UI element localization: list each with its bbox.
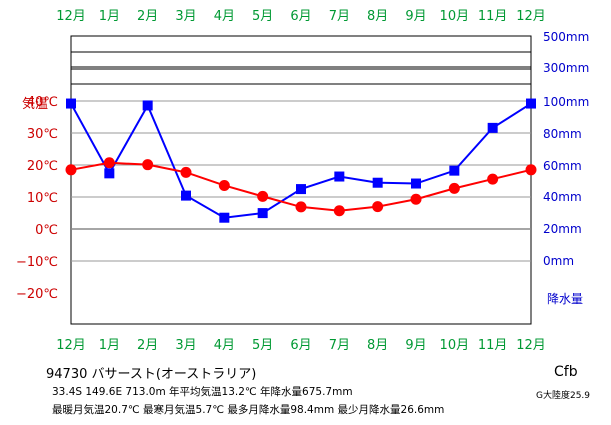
month-tick-label: 9月 (405, 9, 426, 24)
temperature-tick-label: 40℃ (27, 95, 58, 110)
temperature-point (372, 201, 384, 213)
precipitation-tick-label: 80mm (543, 127, 582, 141)
temperature-point (295, 201, 307, 213)
station-info-line2: 最暖月気温20.7℃ 最寒月気温5.7℃ 最多月降水量98.4mm 最少月降水量… (52, 404, 445, 416)
station-info-line1: 33.4S 149.6E 713.0m 年平均気温13.2℃ 年降水量675.7… (52, 386, 353, 398)
plot-frame (70, 35, 532, 325)
temperature-point (180, 166, 192, 178)
precipitation-point (219, 212, 230, 223)
temperature-axis-ticks: 40℃ 30℃ 20℃ 10℃ 0℃ −10℃ −20℃ (16, 95, 58, 302)
temperature-point (525, 164, 537, 176)
month-tick-label: 9月 (405, 338, 426, 353)
month-tick-label: 2月 (137, 338, 158, 353)
month-tick-label: 3月 (175, 338, 196, 353)
month-tick-label: 12月 (516, 9, 546, 24)
month-tick-label: 8月 (367, 9, 388, 24)
temperature-point (410, 193, 422, 205)
continentality-label: G大陸度25.9 (536, 391, 591, 401)
precipitation-point (487, 122, 498, 133)
station-title: 94730 バサースト(オーストラリア) (46, 367, 257, 382)
precipitation-line (70, 102, 532, 219)
month-tick-label: 1月 (99, 9, 120, 24)
temperature-point (257, 190, 269, 202)
month-tick-label: 3月 (175, 9, 196, 24)
temperature-point (103, 157, 115, 169)
precipitation-point (411, 178, 421, 189)
temperature-point (448, 182, 460, 194)
chart-grid (70, 35, 532, 325)
temperature-point (65, 164, 77, 176)
temperature-tick-label: −10℃ (16, 255, 58, 270)
temperature-tick-label: 0℃ (35, 223, 58, 238)
month-tick-label: 12月 (56, 9, 86, 24)
precipitation-point (449, 165, 460, 176)
bottom-month-ticks: 12月 1月 2月 3月 4月 5月 6月 7月 8月 9月 10月 11月 12月 (56, 338, 546, 353)
month-tick-label: 4月 (214, 338, 235, 353)
month-tick-label: 7月 (329, 338, 350, 353)
month-tick-label: 11月 (478, 338, 508, 353)
month-tick-label: 7月 (329, 9, 350, 24)
precipitation-point (104, 168, 115, 179)
precipitation-point (372, 177, 383, 188)
precipitation-tick-label: 300mm (543, 61, 589, 75)
month-tick-label: 12月 (56, 338, 86, 353)
precipitation-tick-label: 40mm (543, 190, 582, 204)
precipitation-point (257, 208, 268, 219)
month-tick-label: 6月 (290, 9, 311, 24)
month-tick-label: 4月 (214, 9, 235, 24)
temperature-series (65, 157, 537, 217)
month-tick-label: 2月 (137, 9, 158, 24)
month-tick-label: 5月 (252, 9, 273, 24)
temperature-point (218, 179, 230, 191)
temperature-tick-label: 20℃ (27, 159, 58, 174)
precipitation-point (296, 184, 306, 195)
precipitation-series (66, 98, 536, 223)
top-month-ticks: 12月 1月 2月 3月 4月 5月 6月 7月 8月 9月 10月 11月 12月 (56, 9, 546, 24)
precipitation-tick-label: 500mm (543, 30, 589, 44)
precipitation-tick-label: 60mm (543, 159, 582, 173)
month-tick-label: 6月 (290, 338, 311, 353)
precipitation-point (66, 98, 76, 109)
precipitation-point (142, 100, 153, 111)
month-tick-label: 10月 (440, 9, 470, 24)
temperature-tick-label: −20℃ (16, 287, 58, 302)
month-tick-label: 1月 (99, 338, 120, 353)
precipitation-tick-label: 100mm (543, 95, 589, 109)
month-tick-label: 10月 (440, 338, 470, 353)
precipitation-point (334, 171, 345, 182)
precipitation-tick-label: 0mm (543, 254, 574, 268)
precipitation-axis-ticks: 500mm 300mm 100mm 80mm 60mm 40mm 20mm 0mm (543, 30, 589, 268)
month-tick-label: 11月 (478, 9, 508, 24)
temperature-point (487, 173, 499, 185)
temperature-point (142, 159, 154, 171)
temperature-axis-title: 気温 (22, 96, 48, 112)
precipitation-point (181, 190, 191, 201)
month-tick-label: 8月 (367, 338, 388, 353)
precipitation-axis-title: 降水量 (547, 292, 583, 306)
precipitation-point (526, 98, 536, 109)
temperature-tick-label: 10℃ (27, 191, 58, 206)
temperature-point (333, 205, 345, 217)
climate-code: Cfb (554, 364, 578, 380)
month-tick-label: 12月 (516, 338, 546, 353)
precipitation-tick-label: 20mm (543, 222, 582, 236)
temperature-tick-label: 30℃ (27, 127, 58, 142)
month-tick-label: 5月 (252, 338, 273, 353)
